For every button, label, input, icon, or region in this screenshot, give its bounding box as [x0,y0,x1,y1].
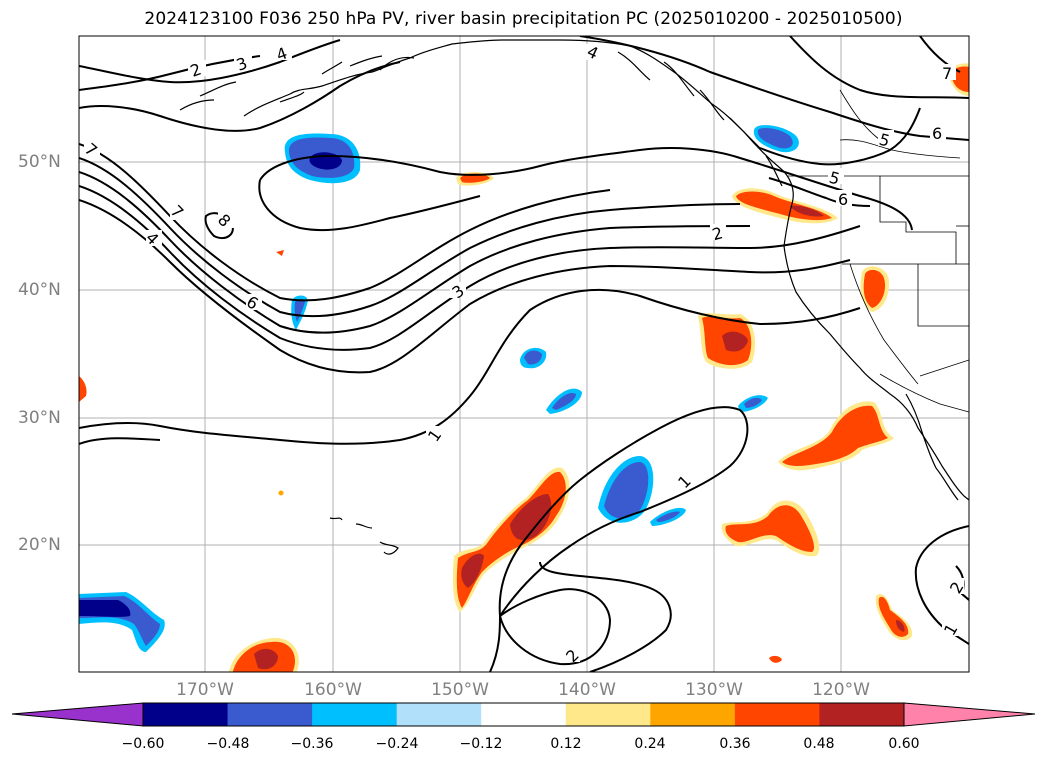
lat-label-40n: 40°N [18,280,61,300]
colorbar-box [312,703,398,726]
lon-label-160w: 160°W [304,680,362,700]
contour-label: 6 [932,124,942,143]
colorbar-box [734,703,820,726]
precip-shading [79,63,969,672]
negative-blob-coast [753,125,799,153]
positive-blob-e [778,401,894,471]
contour-label: 6 [838,190,848,209]
colorbar-box [227,703,313,726]
map-title: 2024123100 F036 250 hPa PV, river basin … [144,9,903,29]
negative-blob-small-3 [546,388,582,414]
colorbar-label: 0.36 [719,736,751,752]
positive-blob-c [860,266,890,312]
positive-blob-d [698,313,756,369]
negative-blob-ne-pacific [284,133,361,184]
colorbar-box [565,703,651,726]
lon-label-130w: 130°W [685,680,743,700]
lat-label-50n: 50°N [18,152,61,172]
negative-blob-central [598,456,654,523]
lat-label-20n: 20°N [18,535,61,555]
negative-blob-sw [79,592,165,652]
colorbar-label: −0.24 [375,736,419,752]
lat-label-30n: 30°N [18,408,61,428]
colorbar-frame [142,702,905,727]
coastlines [179,39,969,555]
colorbar-label: 0.24 [634,736,666,752]
map-plot-area: 2 3 4 4 7 8 7 4 6 3 2 5 5 6 [79,36,969,672]
contour-label: 5 [877,130,892,151]
negative-blob-small-4 [738,395,768,412]
colorbar-label: −0.60 [121,736,165,752]
positive-blob-coast-b [732,188,838,224]
colorbar-box [143,703,229,726]
colorbar [11,702,1036,727]
colorbar-box [396,703,482,726]
positive-blob-f [721,500,820,557]
colorbar-over-arrow [903,702,1036,727]
map-frame [78,35,970,673]
negative-blob-small-5 [650,507,686,526]
borders [788,89,969,413]
colorbar-box [650,703,736,726]
colorbar-label: −0.36 [290,736,334,752]
lon-label-140w: 140°W [558,680,616,700]
positive-blob-h [228,637,299,672]
contour-label: 5 [827,168,842,189]
lon-label-150w: 150°W [431,680,489,700]
colorbar-label: −0.48 [206,736,250,752]
lon-label-170w: 170°W [176,680,234,700]
positive-blob-g [875,593,913,641]
positive-blob-j [79,250,782,663]
contour-label: 2 [710,223,725,244]
negative-blob-small-2 [520,347,547,369]
colorbar-label: 0.12 [550,736,582,752]
colorbar-box [481,703,567,726]
contour-labels: 2 3 4 4 7 8 7 4 6 3 2 5 5 6 [81,42,968,666]
contour-label: 7 [942,64,952,83]
positive-blob-main [452,467,570,612]
colorbar-box [819,703,905,726]
lon-label-120w: 120°W [812,680,870,700]
colorbar-label: −0.12 [459,736,503,752]
colorbar-under-arrow [11,702,144,727]
colorbar-label: 0.60 [888,736,920,752]
pv-contours [79,36,969,672]
colorbar-label: 0.48 [803,736,835,752]
